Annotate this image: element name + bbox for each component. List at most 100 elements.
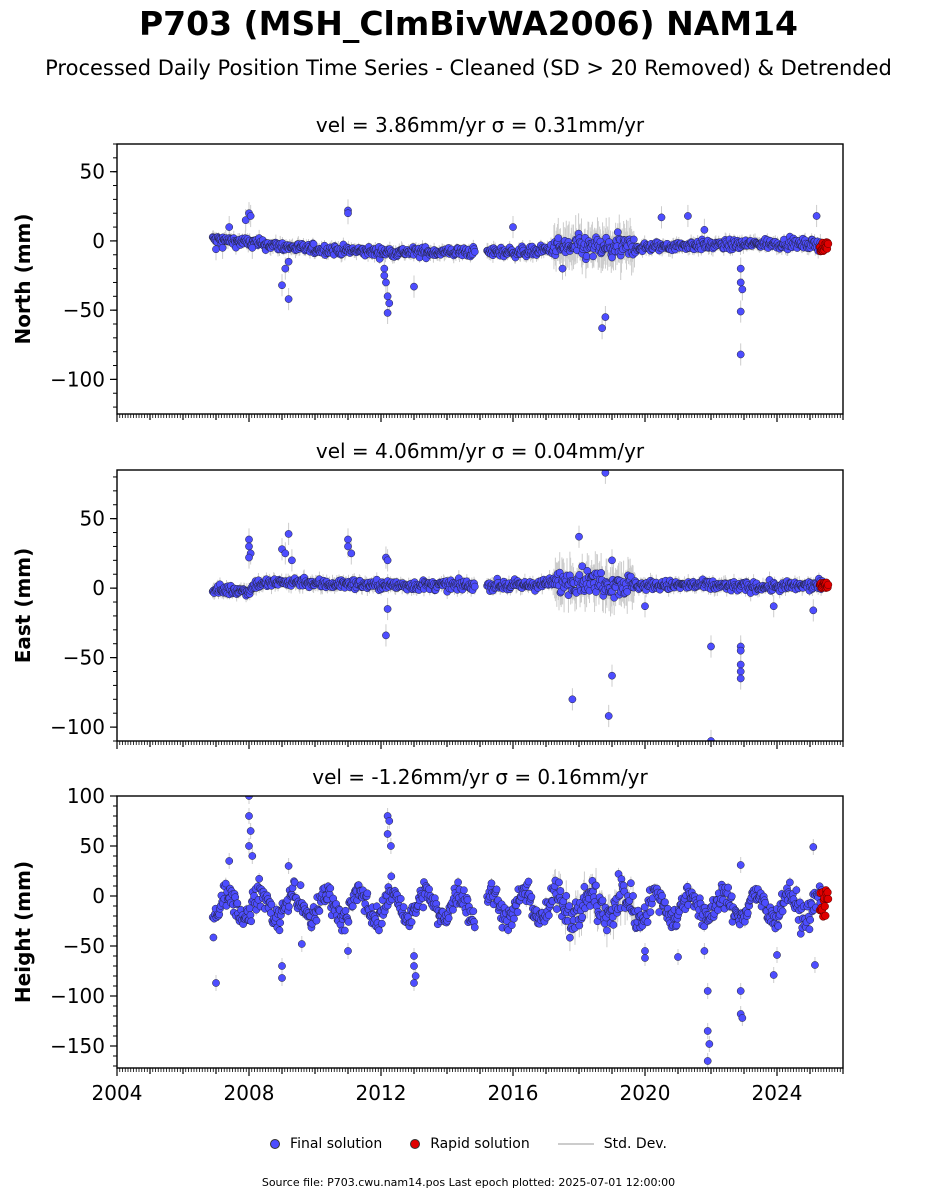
final-solution-point	[255, 874, 264, 883]
y-tick-label: −100	[50, 367, 105, 391]
y-tick-label: 50	[80, 160, 105, 184]
final-solution-point	[212, 245, 220, 254]
final-solution-point	[623, 587, 632, 596]
final-solution-point	[554, 234, 563, 242]
final-solution-point	[410, 282, 418, 291]
final-solution-point	[281, 549, 290, 558]
final-solution-point	[608, 253, 616, 262]
final-solution-point	[736, 278, 745, 287]
final-solution-point	[608, 556, 616, 565]
final-solution-point	[575, 571, 584, 579]
y-axis-label: North (mm)	[11, 213, 35, 344]
data-layer-2	[208, 796, 833, 1068]
final-solution-point	[613, 228, 622, 237]
final-solution-point	[380, 264, 389, 273]
final-solution-point	[707, 737, 715, 741]
y-tick-label: −50	[63, 646, 105, 670]
panel-1: 50 0 −50 −100 vel = 4.06mm/yr σ = 0.04mm/yr E…	[11, 439, 844, 749]
final-solution-point	[225, 223, 234, 231]
final-solution-point	[568, 695, 577, 704]
final-solution-point	[601, 313, 610, 321]
final-solution-point	[629, 235, 638, 244]
final-solution-point	[284, 530, 293, 538]
final-solution-point	[608, 671, 616, 680]
final-solution-point	[284, 257, 293, 266]
final-solution-point	[241, 216, 250, 225]
final-solution-point	[218, 243, 227, 252]
final-solution-point	[245, 535, 253, 544]
final-solution-point	[601, 470, 610, 477]
final-solution-point	[736, 264, 745, 273]
final-solution-point	[347, 549, 356, 558]
final-solution-point	[738, 285, 747, 294]
final-solution-point	[233, 899, 242, 908]
y-tick-label: 0	[92, 229, 105, 253]
final-solution-point	[288, 556, 296, 565]
final-solution-point	[383, 556, 392, 565]
final-solution-point	[736, 660, 745, 669]
y-tick-label: 50	[80, 507, 105, 531]
final-solution-point	[309, 240, 318, 248]
data-layer-0	[208, 199, 833, 366]
page-subtitle: Processed Daily Position Time Series - C…	[45, 56, 892, 80]
final-solution-point	[284, 295, 293, 303]
y-tick-label: −100	[50, 715, 105, 739]
final-solution-point	[684, 212, 692, 220]
final-solution-point	[604, 712, 613, 720]
final-solution-point	[598, 324, 606, 333]
rapid-solution-point	[824, 239, 833, 248]
final-solution-point	[382, 631, 390, 640]
final-solution-point	[769, 602, 778, 611]
final-solution-point	[383, 605, 392, 613]
final-solution-point	[736, 674, 745, 683]
final-solution-point	[382, 278, 390, 287]
final-solution-point	[575, 532, 583, 541]
final-solution-point	[380, 271, 389, 280]
final-solution-point	[281, 264, 290, 273]
final-solution-point	[344, 542, 352, 551]
final-solution-point	[582, 252, 591, 261]
final-solution-point	[707, 642, 715, 651]
final-solution-point	[247, 917, 256, 926]
final-solution-point	[736, 667, 745, 676]
y-tick-label: 0	[92, 576, 105, 600]
page-title: P703 (MSH_ClmBivWA2006) NAM14	[138, 4, 799, 43]
final-solution-point	[641, 602, 649, 611]
final-solution-point	[278, 281, 286, 290]
final-solution-point	[597, 569, 605, 577]
final-solution-point	[736, 307, 745, 316]
final-solution-point	[470, 247, 479, 256]
final-solution-point	[700, 225, 709, 234]
final-solution-point	[470, 582, 479, 591]
final-solution-point	[245, 553, 253, 562]
final-solution-point	[809, 606, 818, 615]
panel-title: vel = 3.86mm/yr σ = 0.31mm/yr	[316, 113, 645, 137]
final-solution-point	[589, 252, 597, 261]
panel-title: vel = 4.06mm/yr σ = 0.04mm/yr	[316, 439, 645, 463]
axes-frame	[116, 469, 844, 742]
final-solution-point	[383, 292, 392, 301]
final-solution-point	[657, 213, 666, 222]
final-solution-point	[209, 933, 218, 942]
final-solution-point	[736, 350, 745, 359]
panel-0: 50 0 −50 −100 vel = 3.86mm/yr σ = 0.31mm/yr N…	[11, 113, 844, 422]
final-solution-point	[344, 209, 352, 218]
final-solution-point	[221, 879, 230, 888]
final-solution-point	[248, 243, 257, 252]
final-solution-point	[812, 212, 821, 220]
rapid-solution-point	[824, 580, 833, 589]
data-layer-1	[208, 470, 833, 741]
final-solution-point	[736, 646, 745, 655]
axes-frame	[116, 143, 844, 415]
final-solution-point	[509, 223, 517, 231]
final-solution-point	[246, 212, 255, 220]
y-axis-label: East (mm)	[11, 548, 35, 664]
final-solution-point	[558, 264, 567, 273]
final-solution-point	[245, 542, 253, 551]
final-solution-point	[383, 309, 392, 317]
final-solution-point	[578, 562, 587, 571]
y-tick-label: −50	[63, 298, 105, 322]
final-solution-point	[385, 299, 394, 308]
